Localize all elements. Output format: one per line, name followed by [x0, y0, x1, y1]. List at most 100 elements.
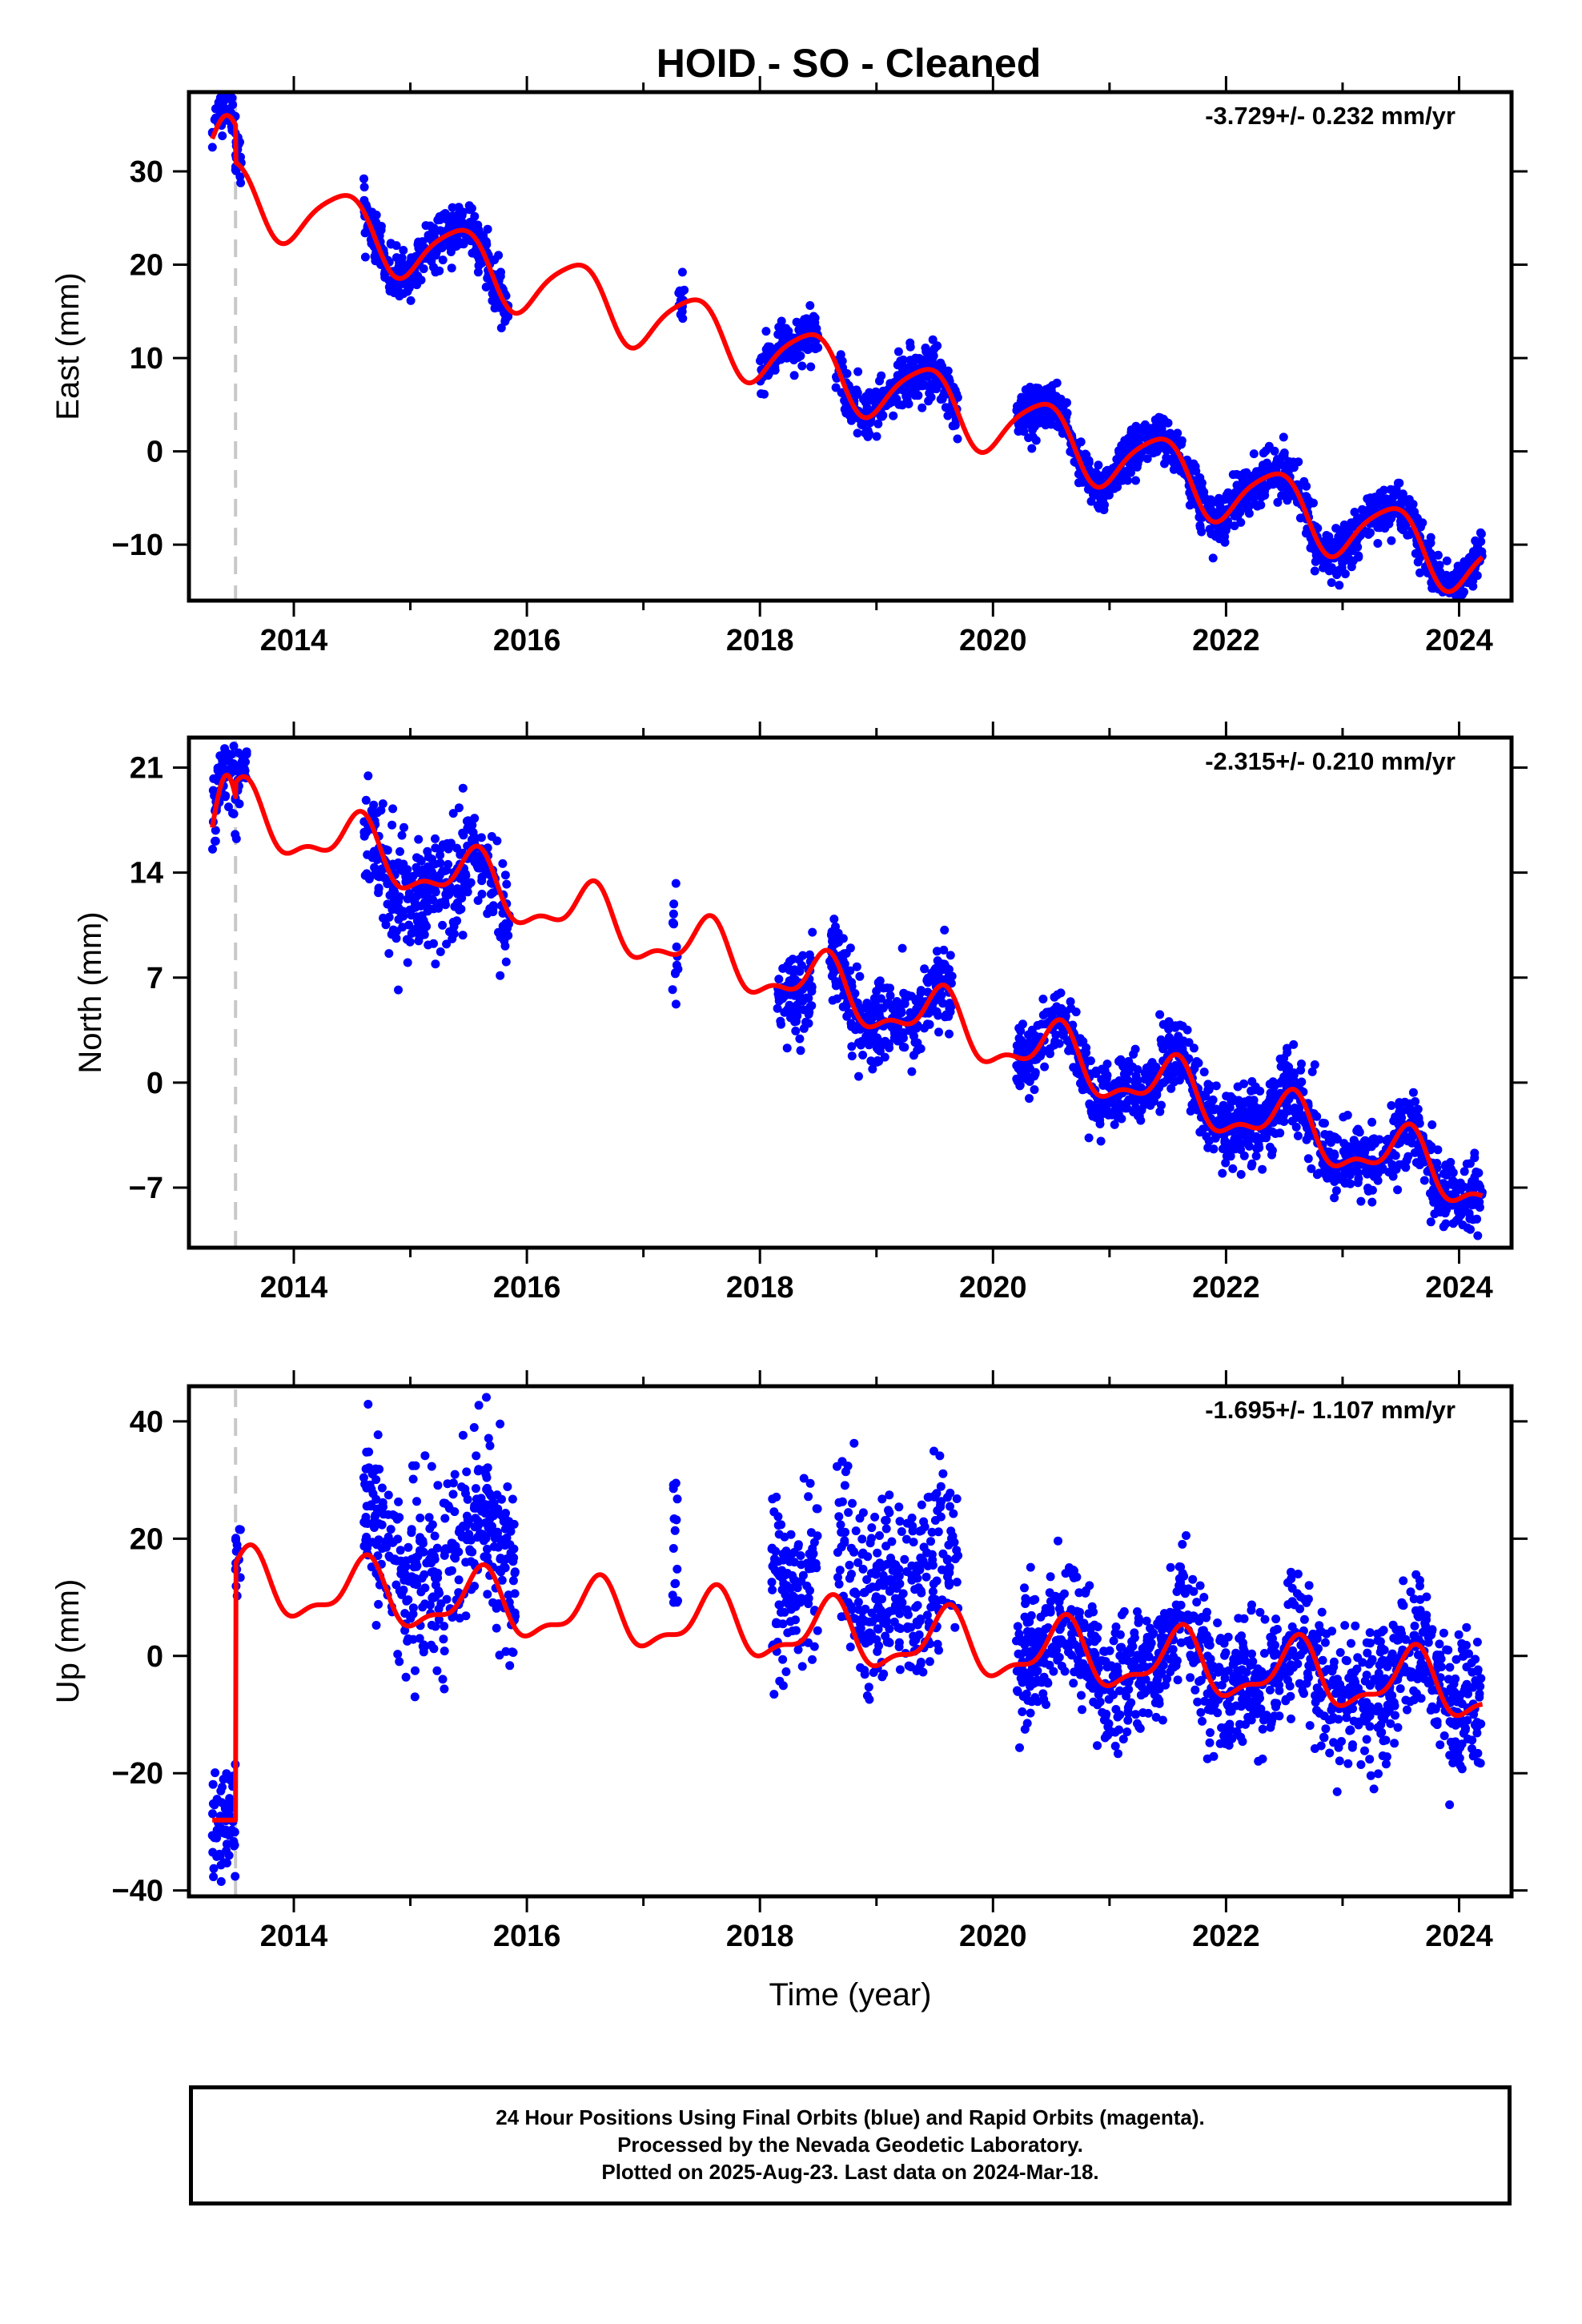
- data-point: [806, 1528, 816, 1538]
- data-point: [404, 920, 414, 930]
- data-point: [384, 1551, 394, 1561]
- data-point: [1398, 1107, 1407, 1116]
- data-point: [416, 869, 426, 879]
- data-point: [1040, 1062, 1050, 1072]
- data-point: [1249, 493, 1259, 503]
- data-point: [1142, 426, 1150, 436]
- data-point: [1258, 1164, 1267, 1174]
- data-point: [389, 288, 399, 298]
- data-point: [1349, 1136, 1359, 1145]
- data-point: [1228, 1164, 1238, 1173]
- data-point: [462, 219, 472, 229]
- x-tick-label: 2018: [726, 624, 794, 657]
- data-point: [1470, 1148, 1480, 1158]
- data-point: [862, 406, 871, 416]
- data-point: [474, 1401, 484, 1410]
- data-point: [466, 878, 476, 887]
- data-point: [1128, 1062, 1137, 1072]
- data-point: [432, 1666, 442, 1675]
- data-point: [797, 1662, 807, 1671]
- data-point: [224, 1799, 234, 1809]
- data-point: [1245, 501, 1255, 510]
- data-point: [781, 1667, 791, 1676]
- data-point: [1311, 557, 1320, 566]
- data-point: [781, 991, 790, 1000]
- data-point: [1239, 1079, 1248, 1088]
- data-point: [1208, 1095, 1218, 1104]
- data-point: [231, 1534, 240, 1543]
- data-point: [1199, 1068, 1209, 1077]
- data-point: [809, 1538, 819, 1547]
- data-point: [909, 378, 918, 388]
- data-point: [1173, 1043, 1182, 1052]
- data-point: [359, 183, 369, 192]
- data-point: [773, 1003, 782, 1013]
- data-point: [948, 421, 958, 431]
- x-tick-label: 2024: [1425, 1271, 1493, 1305]
- data-point: [670, 1526, 680, 1535]
- data-point: [1039, 390, 1049, 400]
- data-point: [1204, 1136, 1214, 1146]
- data-point: [831, 383, 841, 392]
- data-point: [808, 927, 817, 937]
- data-point: [933, 1639, 942, 1649]
- data-point: [510, 1608, 520, 1618]
- data-point: [371, 211, 381, 219]
- data-point: [1164, 1036, 1173, 1046]
- data-point: [1134, 436, 1143, 445]
- data-point: [1022, 1043, 1032, 1052]
- data-point: [412, 853, 421, 862]
- data-point: [498, 858, 508, 868]
- data-point: [1119, 440, 1129, 450]
- data-point: [231, 1872, 240, 1881]
- data-point: [1286, 1105, 1295, 1115]
- y-tick-label: 0: [147, 436, 163, 469]
- data-point: [371, 1510, 380, 1520]
- data-point: [229, 1841, 239, 1851]
- data-point: [391, 860, 401, 870]
- data-point: [471, 246, 480, 255]
- data-point: [921, 347, 931, 356]
- data-point: [473, 896, 483, 905]
- data-point: [1071, 1007, 1081, 1017]
- data-point: [1347, 562, 1356, 572]
- data-point: [439, 1634, 448, 1644]
- data-point: [208, 1779, 218, 1789]
- data-point: [1476, 529, 1486, 539]
- data-point: [503, 1482, 512, 1491]
- data-point: [789, 967, 798, 977]
- data-point: [404, 1542, 413, 1552]
- data-point: [473, 267, 483, 277]
- data-point: [808, 1655, 817, 1664]
- data-point: [216, 107, 226, 116]
- data-point: [1081, 449, 1090, 459]
- data-point: [428, 228, 436, 238]
- data-point: [1156, 417, 1166, 427]
- data-point: [864, 1683, 873, 1692]
- data-point: [1264, 441, 1274, 451]
- data-point: [408, 1474, 418, 1484]
- data-point: [1260, 491, 1270, 500]
- data-point: [371, 256, 380, 266]
- data-point: [411, 1461, 420, 1470]
- y-tick-label: 0: [147, 1067, 163, 1100]
- data-point: [364, 1447, 374, 1457]
- data-point: [774, 975, 784, 984]
- data-point: [1295, 513, 1305, 523]
- data-point: [440, 1684, 449, 1694]
- data-point: [433, 1481, 443, 1490]
- data-point: [1304, 497, 1314, 506]
- data-point: [1026, 382, 1035, 392]
- x-tick-label: 2020: [959, 624, 1027, 657]
- data-point: [1468, 550, 1478, 559]
- data-point: [926, 385, 936, 395]
- data-point: [422, 1558, 432, 1568]
- data-point: [360, 1479, 370, 1489]
- data-point: [1086, 497, 1096, 506]
- data-point: [1265, 1142, 1275, 1152]
- data-point: [222, 752, 231, 762]
- data-point: [474, 851, 484, 861]
- data-point: [450, 1552, 459, 1562]
- data-point: [873, 419, 883, 428]
- data-point: [1022, 1075, 1032, 1084]
